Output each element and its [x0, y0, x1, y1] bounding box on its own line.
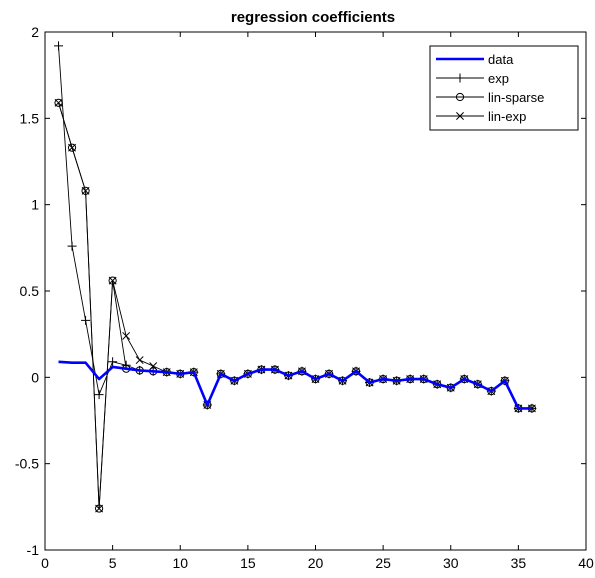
legend-label: exp	[488, 71, 509, 86]
y-tick-label: 2	[31, 24, 39, 40]
legend-item-lin-sparse: lin-sparse	[436, 90, 544, 105]
data-point-lin-exp	[95, 504, 104, 513]
data-point-lin-sparse	[338, 376, 347, 385]
data-point-lin-sparse	[54, 98, 63, 107]
x-tick-label: 10	[172, 555, 188, 571]
data-point-lin-sparse	[216, 369, 225, 378]
data-point-lin-exp	[54, 98, 63, 107]
data-point-lin-exp	[149, 362, 158, 371]
x-tick-label: 25	[375, 555, 391, 571]
y-tick-label: 1	[31, 197, 39, 213]
legend-item-exp: exp	[436, 71, 509, 86]
data-point-lin-sparse	[230, 376, 239, 385]
x-tick-label: 0	[41, 555, 49, 571]
data-point-lin-exp	[68, 143, 77, 152]
chart-title: regression coefficients	[231, 9, 395, 26]
y-tick-label: 0.5	[20, 283, 40, 299]
legend-marker	[455, 73, 465, 83]
legend-marker	[455, 92, 465, 102]
data-point-lin-sparse	[203, 400, 212, 410]
data-point-lin-exp	[135, 356, 144, 365]
legend-item-data: data	[436, 52, 514, 67]
data-point-lin-exp	[108, 276, 117, 285]
legend-item-lin-exp: lin-exp	[436, 109, 526, 124]
data-point-exp	[94, 390, 104, 400]
ticks-layer: 0 5 10 15 20 25 30 35 40 -1 -0.5 0 0.5 1 1.5 2	[15, 24, 594, 571]
legend-marker	[456, 112, 464, 120]
series-line-data	[58, 360, 532, 410]
x-tick-label: 20	[308, 555, 324, 571]
x-tick-label: 40	[578, 555, 594, 571]
legend-label: lin-sparse	[488, 90, 544, 105]
y-tick-label: -0.5	[15, 456, 39, 472]
y-tick-label: -1	[27, 542, 40, 558]
data-point-lin-sparse	[500, 376, 509, 385]
legend-label: lin-exp	[488, 109, 526, 124]
data-point-exp	[54, 41, 64, 51]
data-point-exp	[81, 315, 91, 325]
series-layer	[54, 41, 537, 513]
x-tick-label: 15	[240, 555, 256, 571]
data-point-lin-exp	[81, 186, 90, 195]
x-tick-label: 5	[109, 555, 117, 571]
x-tick-label: 30	[443, 555, 459, 571]
y-tick-label: 0	[31, 369, 39, 385]
data-point-lin-sparse	[351, 367, 361, 376]
data-point-exp	[67, 241, 77, 251]
y-tick-label: 1.5	[20, 110, 40, 126]
data-point-lin-exp	[122, 331, 131, 340]
x-tick-label: 35	[511, 555, 527, 571]
data-point-exp	[108, 357, 118, 367]
data-point-lin-sparse	[487, 387, 496, 396]
series-data	[58, 360, 532, 410]
data-point-lin-sparse	[67, 143, 77, 152]
legend: data exp lin-sparse lin-exp	[429, 45, 579, 131]
legend-label: data	[488, 52, 514, 67]
